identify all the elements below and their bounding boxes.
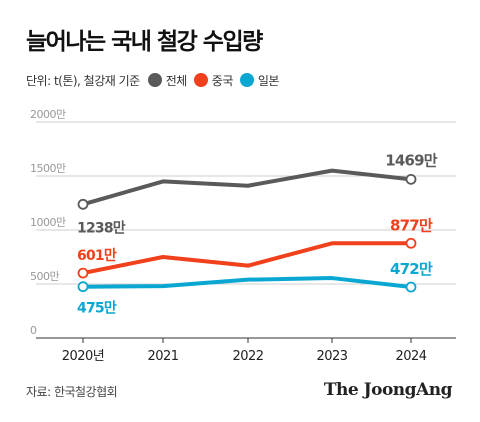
data-point-japan xyxy=(77,281,89,293)
source-note: 자료: 한국철강협회 xyxy=(26,385,118,399)
data-point-china xyxy=(77,267,89,279)
y-tick-label: 0 xyxy=(30,324,37,337)
y-tick-label: 2000만 xyxy=(30,108,66,121)
data-point-japan xyxy=(405,281,417,293)
x-tick-label: 2021 xyxy=(147,349,178,364)
series-line-total xyxy=(81,168,413,207)
y-tick-label: 1000만 xyxy=(30,216,66,229)
legend-unit: 단위: t(톤), 철강재 기준 xyxy=(26,73,140,88)
series-line-japan xyxy=(81,276,413,290)
y-tick-label: 500만 xyxy=(30,270,59,283)
legend-item-china: 중국 xyxy=(193,72,234,89)
data-point-total xyxy=(77,198,89,210)
legend-item-japan: 일본 xyxy=(239,72,280,89)
data-label-start-total: 1238만 xyxy=(77,220,126,236)
series-line-china xyxy=(81,241,413,276)
x-tick-label: 2023 xyxy=(316,349,347,364)
data-label-end-total: 1469만 xyxy=(385,151,438,169)
data-label-start-china: 601만 xyxy=(77,248,117,264)
x-tick-label: 2024 xyxy=(395,349,426,364)
brand-logo: The JoongAng xyxy=(323,380,453,400)
data-point-total xyxy=(405,173,417,185)
legend: 단위: t(톤), 철강재 기준 전체 중국 일본 xyxy=(26,71,286,89)
data-point-china xyxy=(405,237,417,249)
legend-label-total: 전체 xyxy=(165,73,188,88)
y-tick-label: 1500만 xyxy=(30,162,66,175)
data-label-end-china: 877만 xyxy=(390,216,433,234)
chart-title: 늘어나는 국내 철강 수입량 xyxy=(26,29,263,55)
legend-label-china: 중국 xyxy=(211,73,234,88)
x-tick-label: 2022 xyxy=(232,349,263,364)
legend-dot-china xyxy=(193,73,208,87)
legend-dot-total xyxy=(147,73,162,87)
data-label-start-japan: 475만 xyxy=(77,301,117,317)
legend-dot-japan xyxy=(239,73,254,87)
legend-item-total: 전체 xyxy=(147,72,188,89)
data-label-end-japan: 472만 xyxy=(390,260,433,278)
legend-label-japan: 일본 xyxy=(257,73,280,88)
x-tick-label: 2020년 xyxy=(62,349,105,364)
